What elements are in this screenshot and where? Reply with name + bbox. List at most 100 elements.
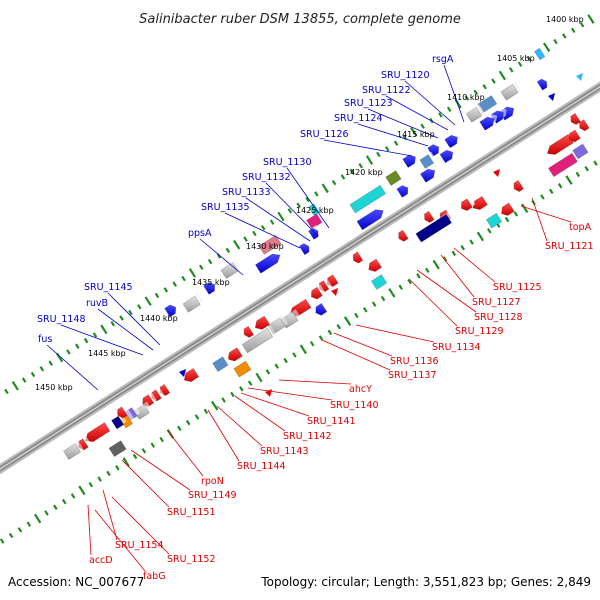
gene-block-top: [311, 200, 323, 213]
leader-line-reverse: [520, 205, 572, 223]
tick-mark: [473, 89, 479, 96]
gene-block: [352, 251, 364, 264]
label-leaders: [46, 64, 572, 572]
gene-label-forward: SRU_1135: [201, 202, 250, 213]
gene-features: [63, 45, 593, 460]
tick-mark: [39, 366, 45, 372]
gene-label-forward: SRU_1145: [84, 282, 133, 293]
accession-text: Accession: NC_007677: [8, 575, 144, 589]
gene-block: [546, 133, 575, 155]
genome-summary-text: Topology: circular; Length: 3,551,823 bp…: [260, 575, 591, 589]
gene-label-reverse: SRU_1143: [260, 446, 309, 457]
tick-mark: [239, 386, 244, 392]
kbp-label: 1450 kbp: [35, 383, 73, 392]
tick-mark: [318, 335, 324, 341]
gene-block: [424, 210, 435, 223]
gene-block: [420, 168, 436, 183]
tick-mark: [371, 301, 377, 307]
tick-mark: [451, 250, 457, 257]
gene-label-reverse: SRU_1140: [330, 400, 379, 411]
gene-label-reverse: SRU_1154: [115, 540, 164, 551]
gene-label-reverse: SRU_1128: [474, 312, 523, 323]
gene-block: [568, 129, 581, 143]
tick-mark: [570, 27, 576, 34]
gene-block: [84, 422, 111, 443]
tick-mark: [243, 236, 248, 242]
gene-block: [254, 315, 271, 330]
gene-block: [306, 213, 323, 230]
tick-mark: [380, 295, 386, 302]
leader-line-reverse: [166, 429, 204, 477]
map-title: Salinibacter ruber DSM 13855, complete g…: [139, 12, 461, 27]
gene-block: [385, 170, 402, 186]
leader-line-forward: [245, 197, 311, 242]
gene-block: [396, 185, 409, 198]
tick-mark: [283, 357, 288, 364]
tick-mark: [260, 225, 266, 231]
tick-mark: [517, 61, 523, 67]
gene-block: [183, 367, 200, 383]
gene-block: [534, 47, 546, 61]
gene-block: [501, 202, 515, 216]
tick-mark: [331, 179, 337, 186]
gene-label-reverse: SRU_1127: [472, 297, 521, 308]
leader-line-forward: [107, 292, 161, 346]
gene-block: [370, 274, 388, 290]
tick-mark: [410, 127, 418, 137]
tick-mark: [150, 442, 156, 448]
leader-line-forward: [357, 123, 429, 147]
gene-label-forward: SRU_1124: [334, 113, 383, 124]
leader-line-reverse: [355, 324, 435, 343]
leader-line-forward: [265, 182, 319, 237]
kbp-label: 1435 kbp: [192, 278, 230, 287]
tick-mark: [188, 268, 197, 278]
tick-mark: [296, 202, 301, 208]
tick-mark: [207, 258, 213, 265]
gene-block: [203, 282, 216, 295]
gene-label-reverse: fabG: [143, 571, 166, 582]
gene-label-reverse: SRU_1137: [388, 370, 437, 381]
kbp-label: 1400 kbp: [546, 15, 584, 24]
tick-mark: [211, 400, 219, 411]
tick-mark: [0, 538, 5, 544]
gene-block: [298, 243, 310, 256]
tick-mark: [363, 307, 368, 313]
gene-label-forward: SRU_1132: [242, 172, 291, 183]
gene-label-forward: SRU_1130: [263, 157, 312, 168]
kbp-label: 1415 kbp: [397, 130, 435, 139]
kbp-labels: 1400 kbp 1405 kbp 1410 kbp 1415 kbp 1420 kbp…: [35, 15, 584, 392]
tick-mark: [185, 419, 191, 426]
gene-block: [254, 253, 281, 274]
gene-block: [427, 144, 440, 157]
tick-mark: [309, 340, 315, 347]
tick-mark: [34, 513, 42, 524]
gene-block: [164, 304, 177, 318]
gene-block: [415, 213, 452, 243]
leader-line-reverse: [216, 405, 263, 447]
gene-block: [368, 258, 382, 272]
tick-mark: [252, 230, 257, 237]
leader-line-reverse: [531, 197, 548, 242]
gene-block: [465, 106, 483, 123]
leader-line-reverse: [333, 332, 393, 357]
gene-arrowhead: [493, 169, 500, 177]
tick-mark: [137, 304, 142, 310]
tick-mark: [487, 228, 492, 234]
genome-backbone: [0, 81, 600, 475]
tick-mark: [194, 414, 200, 420]
gene-block: [220, 262, 239, 280]
gene-block: [572, 143, 589, 160]
tick-mark: [384, 146, 390, 152]
gene-block: [315, 302, 328, 316]
leader-line-forward: [286, 167, 330, 229]
gene-block: [548, 152, 578, 178]
gene-label-reverse: SRU_1151: [167, 507, 216, 518]
tick-mark: [482, 84, 487, 90]
tick-mark: [553, 38, 558, 45]
tick-mark: [92, 332, 98, 338]
tick-mark: [388, 288, 396, 298]
tick-mark: [53, 504, 58, 510]
backbone-highlight: [0, 86, 600, 470]
tick-mark: [233, 239, 241, 250]
